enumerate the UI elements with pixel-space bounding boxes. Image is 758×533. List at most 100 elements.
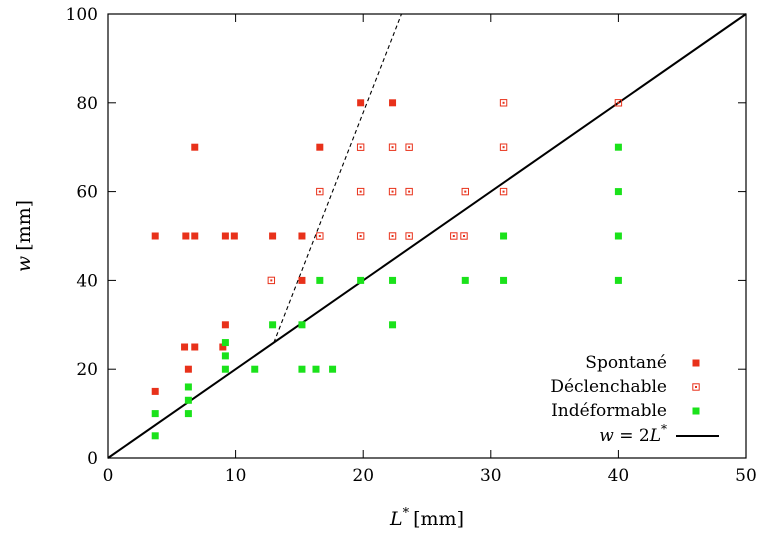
tick-labels: 0 10 20 30 40 50 0 20 40 60 80 100 <box>66 5 757 486</box>
point-declenchable <box>499 99 508 107</box>
x-axis-label: L* [mm] <box>389 506 464 530</box>
point-indeformable <box>269 321 277 329</box>
point-declenchable <box>405 143 413 151</box>
legend-label-declenchable: Déclenchable <box>550 377 667 397</box>
point-indeformable <box>151 432 159 440</box>
point-declenchable <box>405 187 413 196</box>
legend: Spontané Déclenchable Indéformable w = 2… <box>550 353 719 446</box>
point-indeformable <box>221 339 229 347</box>
x-axis-label-sup: * <box>403 506 410 521</box>
point-indeformable <box>184 383 192 391</box>
point-declenchable <box>388 232 397 240</box>
legend-line-L: L <box>649 426 661 446</box>
legend-marker-spontane <box>692 359 700 367</box>
point-indeformable <box>614 276 622 284</box>
point-indeformable <box>461 276 469 284</box>
point-indeformable <box>184 396 192 404</box>
point-spontane <box>184 365 192 373</box>
point-spontane <box>298 232 306 240</box>
point-declenchable <box>460 232 468 240</box>
point-spontane <box>230 232 238 240</box>
point-spontane <box>219 343 227 351</box>
point-spontane <box>269 232 277 240</box>
legend-label-line: w = 2L* <box>599 422 667 446</box>
x-tick-label: 20 <box>352 466 374 486</box>
point-declenchable <box>499 143 508 151</box>
point-declenchable <box>388 143 397 151</box>
x-axis-label-unit: [mm] <box>413 508 464 530</box>
y-tick-label: 20 <box>76 360 98 380</box>
point-declenchable <box>356 187 365 196</box>
y-axis-label-main: w <box>13 256 35 272</box>
point-spontane <box>298 276 306 284</box>
point-spontane <box>191 343 199 351</box>
point-declenchable <box>614 99 623 107</box>
point-indeformable <box>329 365 337 373</box>
point-spontane <box>181 343 189 351</box>
point-declenchable <box>316 232 324 240</box>
y-axis-label-unit: [mm] <box>13 200 35 251</box>
y-tick-label: 60 <box>76 183 98 203</box>
point-declenchable <box>388 187 397 196</box>
point-indeformable <box>251 365 259 373</box>
x-axis-label-main: L <box>389 508 403 530</box>
point-indeformable <box>357 276 365 284</box>
point-spontane <box>191 232 199 240</box>
point-indeformable <box>221 352 229 360</box>
point-declenchable <box>450 232 458 240</box>
x-tick-label: 30 <box>480 466 502 486</box>
y-tick-label: 100 <box>66 5 98 25</box>
point-indeformable <box>614 232 622 240</box>
point-declenchable <box>356 232 365 240</box>
point-indeformable <box>312 365 320 373</box>
point-spontane <box>221 232 229 240</box>
legend-label-spontane: Spontané <box>585 353 667 373</box>
point-declenchable <box>267 276 276 285</box>
point-spontane <box>389 99 397 107</box>
point-indeformable <box>500 276 508 284</box>
point-indeformable <box>389 276 397 284</box>
reference-line-w-2L <box>107 13 747 459</box>
dashed-threshold-line <box>273 13 402 343</box>
point-indeformable <box>221 365 229 373</box>
point-declenchable <box>356 143 365 151</box>
point-spontane <box>357 99 365 107</box>
point-spontane <box>316 143 324 151</box>
point-declenchable <box>405 232 413 240</box>
legend-line-star: * <box>661 422 667 436</box>
x-tick-label: 40 <box>608 466 630 486</box>
x-tick-label: 50 <box>735 466 757 486</box>
point-spontane <box>151 232 159 240</box>
point-indeformable <box>389 321 397 329</box>
point-spontane <box>182 232 190 240</box>
point-spontane <box>151 387 159 395</box>
y-tick-label: 0 <box>87 449 98 469</box>
point-spontane <box>221 321 229 329</box>
legend-marker-declenchable <box>692 383 700 391</box>
legend-marker-indeformable <box>692 407 700 415</box>
data-points <box>151 99 623 440</box>
point-indeformable <box>298 321 306 329</box>
y-axis-label: w [mm] <box>13 200 35 272</box>
point-declenchable <box>499 187 508 196</box>
point-indeformable <box>614 188 622 196</box>
point-indeformable <box>500 232 508 240</box>
reference-lines <box>107 13 747 459</box>
legend-line-w: w <box>599 426 614 446</box>
y-tick-label: 40 <box>76 271 98 291</box>
point-indeformable <box>298 365 306 373</box>
point-declenchable <box>316 187 324 196</box>
legend-symbols <box>676 359 719 437</box>
x-tick-label: 0 <box>103 466 114 486</box>
legend-line-eq: = 2 <box>614 426 650 446</box>
point-declenchable <box>461 187 469 196</box>
point-indeformable <box>151 410 159 418</box>
legend-label-indeformable: Indéformable <box>551 401 667 421</box>
point-indeformable <box>184 410 192 418</box>
point-indeformable <box>614 143 622 151</box>
plot-frame <box>107 13 747 459</box>
point-indeformable <box>316 276 324 284</box>
x-tick-label: 10 <box>225 466 247 486</box>
point-spontane <box>191 143 199 151</box>
